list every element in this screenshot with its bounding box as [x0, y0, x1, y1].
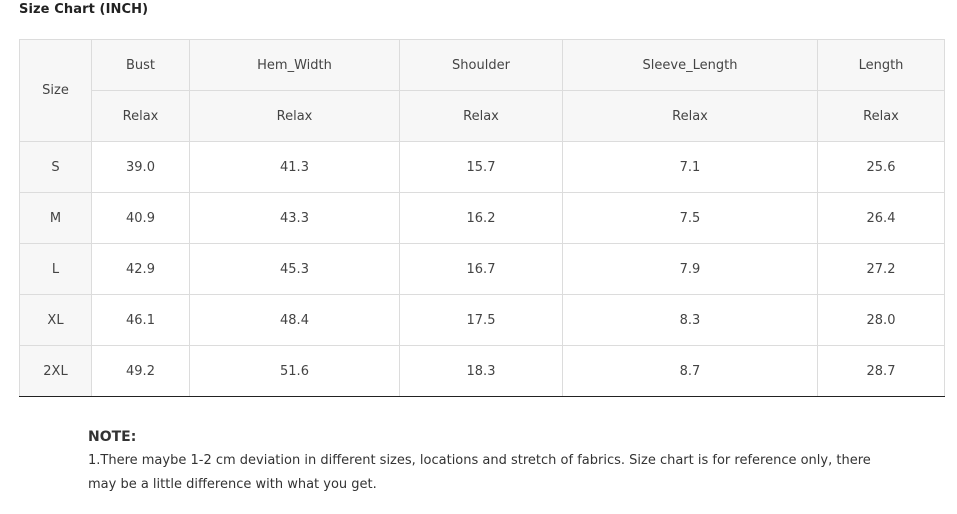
table-cell: 8.3: [562, 294, 818, 346]
table-row: XL 46.1 48.4 17.5 8.3 28.0: [19, 294, 945, 346]
table-cell: 7.9: [562, 243, 818, 295]
table-cell: 17.5: [399, 294, 563, 346]
table-cell: 51.6: [189, 345, 400, 397]
column-header-shoulder: Shoulder: [399, 39, 563, 91]
column-header-length: Length: [817, 39, 945, 91]
column-header-bust: Bust: [91, 39, 190, 91]
table-header-row: Size Bust Hem_Width Shoulder Sleeve_Leng…: [19, 39, 945, 142]
table-subheader-row: Relax Relax Relax Relax Relax: [20, 90, 945, 142]
table-cell: 27.2: [817, 243, 945, 295]
table-cell: 7.5: [562, 192, 818, 244]
table-cell: 15.7: [399, 141, 563, 193]
table-row: L 42.9 45.3 16.7 7.9 27.2: [19, 243, 945, 295]
size-column-header: Size: [19, 39, 92, 142]
size-label: 2XL: [19, 345, 92, 397]
subheader-cell: Relax: [399, 90, 563, 142]
table-cell: 18.3: [399, 345, 563, 397]
note-text: 1.There maybe 1-2 cm deviation in differ…: [88, 453, 871, 492]
table-cell: 40.9: [91, 192, 190, 244]
column-header-hem-width: Hem_Width: [189, 39, 400, 91]
table-cell: 39.0: [91, 141, 190, 193]
table-cell: 28.7: [817, 345, 945, 397]
table-cell: 42.9: [91, 243, 190, 295]
table-cell: 25.6: [817, 141, 945, 193]
size-label: S: [19, 141, 92, 193]
table-cell: 28.0: [817, 294, 945, 346]
size-chart-table: Size Bust Hem_Width Shoulder Sleeve_Leng…: [19, 39, 945, 397]
column-header-sleeve-length: Sleeve_Length: [562, 39, 818, 91]
table-cell: 49.2: [91, 345, 190, 397]
table-row: S 39.0 41.3 15.7 7.1 25.6: [19, 141, 945, 193]
size-chart-title: Size Chart (INCH): [19, 2, 149, 17]
table-cell: 48.4: [189, 294, 400, 346]
note-section: NOTE: 1.There maybe 1-2 cm deviation in …: [88, 429, 888, 497]
table-cell: 8.7: [562, 345, 818, 397]
table-cell: 16.7: [399, 243, 563, 295]
table-cell: 26.4: [817, 192, 945, 244]
table-cell: 45.3: [189, 243, 400, 295]
subheader-cell: Relax: [189, 90, 400, 142]
size-label: XL: [19, 294, 92, 346]
table-cell: 43.3: [189, 192, 400, 244]
table-row: 2XL 49.2 51.6 18.3 8.7 28.7: [19, 345, 945, 397]
size-label: M: [19, 192, 92, 244]
table-row: M 40.9 43.3 16.2 7.5 26.4: [19, 192, 945, 244]
table-cell: 46.1: [91, 294, 190, 346]
subheader-cell: Relax: [562, 90, 818, 142]
table-cell: 16.2: [399, 192, 563, 244]
table-cell: 7.1: [562, 141, 818, 193]
subheader-cell: Relax: [817, 90, 945, 142]
subheader-cell: Relax: [91, 90, 190, 142]
table-cell: 41.3: [189, 141, 400, 193]
note-title: NOTE:: [88, 429, 137, 445]
size-label: L: [19, 243, 92, 295]
